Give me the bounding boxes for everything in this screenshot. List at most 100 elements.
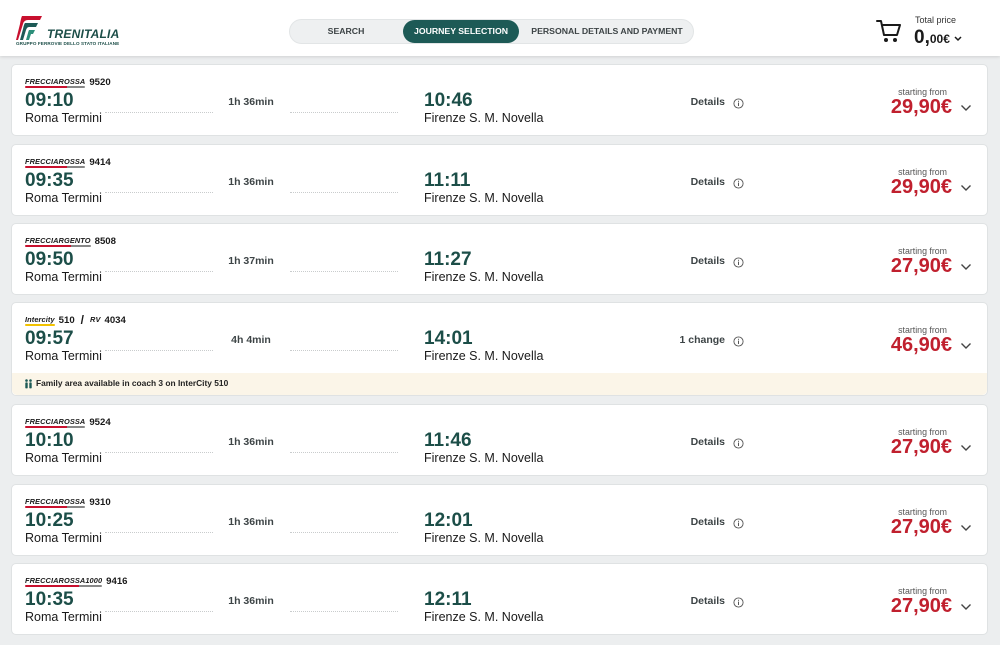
notice-text: Family area available in coach 3 on Inte… — [36, 378, 229, 388]
chevron-down-icon[interactable] — [960, 104, 972, 112]
departure-station: Roma Termini — [25, 349, 102, 363]
starting-from-label: starting from — [898, 507, 947, 517]
departure-time: 09:50 — [25, 249, 74, 270]
chevron-down-icon[interactable] — [960, 444, 972, 452]
step-personal-details-payment[interactable]: PERSONAL DETAILS AND PAYMENT — [531, 26, 683, 36]
frecciarossa-logo: FRECCIAROSSA — [25, 496, 86, 508]
departure-station: Roma Termini — [25, 111, 102, 125]
journey-duration: 1h 36min — [228, 96, 274, 108]
journey-duration: 1h 36min — [228, 516, 274, 528]
journey-card[interactable]: FRECCIAROSSA 9310 10:25 Roma Termini 1h … — [11, 484, 988, 556]
trenitalia-logo[interactable]: TRENITALIA GRUPPO FERROVIE DELLO STATO I… — [16, 14, 126, 50]
regionale-veloce-logo: RV — [90, 314, 101, 324]
starting-from-label: starting from — [898, 427, 947, 437]
train-number: 9310 — [89, 496, 111, 508]
starting-from-label: starting from — [898, 167, 947, 177]
route-line — [105, 192, 213, 193]
frecciargento-logo: FRECCIARGENTO — [25, 235, 91, 247]
info-icon[interactable] — [733, 178, 744, 189]
arrival-time: 14:01 — [424, 328, 473, 349]
info-icon[interactable] — [733, 597, 744, 608]
train-number: 510 — [58, 314, 75, 326]
details-link[interactable]: Details — [690, 595, 725, 607]
chevron-down-icon[interactable] — [960, 603, 972, 611]
departure-time: 09:35 — [25, 170, 74, 191]
route-line — [290, 532, 398, 533]
info-icon[interactable] — [733, 336, 744, 347]
logo-text: TRENITALIA — [47, 27, 120, 41]
chevron-down-icon[interactable] — [953, 35, 963, 43]
journey-price: 27,90€ — [890, 436, 952, 458]
arrival-time: 12:01 — [424, 510, 473, 531]
starting-from-label: starting from — [898, 87, 947, 97]
train-number: 9524 — [89, 416, 111, 428]
info-icon[interactable] — [733, 257, 744, 268]
route-line — [105, 112, 213, 113]
journey-card[interactable]: FRECCIAROSSA 9524 10:10 Roma Termini 1h … — [11, 404, 988, 476]
family-icon — [25, 379, 32, 389]
departure-station: Roma Termini — [25, 610, 102, 624]
departure-time: 09:57 — [25, 328, 74, 349]
route-line — [290, 452, 398, 453]
journey-duration: 1h 36min — [228, 595, 274, 607]
route-line — [105, 350, 213, 351]
chevron-down-icon[interactable] — [960, 524, 972, 532]
details-link[interactable]: Details — [690, 176, 725, 188]
changes-link[interactable]: 1 change — [679, 334, 725, 346]
journey-card[interactable]: FRECCIAROSSA 9414 09:35 Roma Termini 1h … — [11, 144, 988, 216]
train-number: 9520 — [89, 76, 111, 88]
starting-from-label: starting from — [898, 586, 947, 596]
journey-card[interactable]: FRECCIARGENTO 8508 09:50 Roma Termini 1h… — [11, 223, 988, 295]
details-link[interactable]: Details — [690, 516, 725, 528]
frecciarossa-1000-logo: FRECCIAROSSA1000 — [25, 575, 103, 587]
route-line — [290, 271, 398, 272]
arrival-station: Firenze S. M. Novella — [424, 349, 544, 363]
total-price-label: Total price — [915, 15, 957, 25]
top-header: TRENITALIA GRUPPO FERROVIE DELLO STATO I… — [0, 0, 1000, 56]
arrival-station: Firenze S. M. Novella — [424, 451, 544, 465]
details-link[interactable]: Details — [690, 436, 725, 448]
train-brand: FRECCIARGENTO 8508 — [25, 234, 116, 248]
arrival-time: 11:46 — [424, 430, 472, 451]
trenitalia-logo-icon — [16, 16, 42, 40]
frecciarossa-logo: FRECCIAROSSA — [25, 416, 86, 428]
journey-card[interactable]: FRECCIAROSSA 9520 09:10 Roma Termini 1h … — [11, 64, 988, 136]
train-number: 9416 — [106, 575, 128, 587]
chevron-down-icon[interactable] — [960, 184, 972, 192]
family-area-notice: Family area available in coach 3 on Inte… — [12, 373, 987, 395]
step-search[interactable]: SEARCH — [327, 26, 365, 36]
chevron-down-icon[interactable] — [960, 263, 972, 271]
departure-time: 10:25 — [25, 510, 74, 531]
cart-icon[interactable] — [876, 18, 902, 44]
train-number: 9414 — [89, 156, 111, 168]
info-icon[interactable] — [733, 438, 744, 449]
details-link[interactable]: Details — [690, 255, 725, 267]
train-brand: FRECCIAROSSA 9310 — [25, 495, 111, 509]
arrival-station: Firenze S. M. Novella — [424, 111, 544, 125]
journey-duration: 1h 37min — [228, 255, 274, 267]
info-icon[interactable] — [733, 518, 744, 529]
info-icon[interactable] — [733, 98, 744, 109]
departure-station: Roma Termini — [25, 531, 102, 545]
departure-time: 10:10 — [25, 430, 74, 451]
journey-card[interactable]: FRECCIAROSSA1000 9416 10:35 Roma Termini… — [11, 563, 988, 635]
route-line — [290, 350, 398, 351]
arrival-time: 11:11 — [424, 170, 471, 191]
total-price-value[interactable]: 0,00€ — [914, 27, 950, 49]
starting-from-label: starting from — [898, 325, 947, 335]
train-number: 8508 — [94, 235, 116, 247]
route-line — [105, 532, 213, 533]
chevron-down-icon[interactable] — [960, 342, 972, 350]
arrival-station: Firenze S. M. Novella — [424, 610, 544, 624]
departure-time: 09:10 — [25, 90, 74, 111]
frecciarossa-logo: FRECCIAROSSA — [25, 76, 86, 88]
journey-price: 29,90€ — [890, 176, 952, 198]
details-link[interactable]: Details — [690, 96, 725, 108]
journey-price: 27,90€ — [890, 255, 952, 277]
logo-subtitle: GRUPPO FERROVIE DELLO STATO ITALIANE — [16, 41, 120, 46]
journey-card[interactable]: Intercity 510 / RV 4034 09:57 Roma Termi… — [11, 302, 988, 396]
route-line — [105, 271, 213, 272]
route-line — [290, 611, 398, 612]
departure-time: 10:35 — [25, 589, 74, 610]
step-journey-selection[interactable]: JOURNEY SELECTION — [403, 20, 519, 43]
